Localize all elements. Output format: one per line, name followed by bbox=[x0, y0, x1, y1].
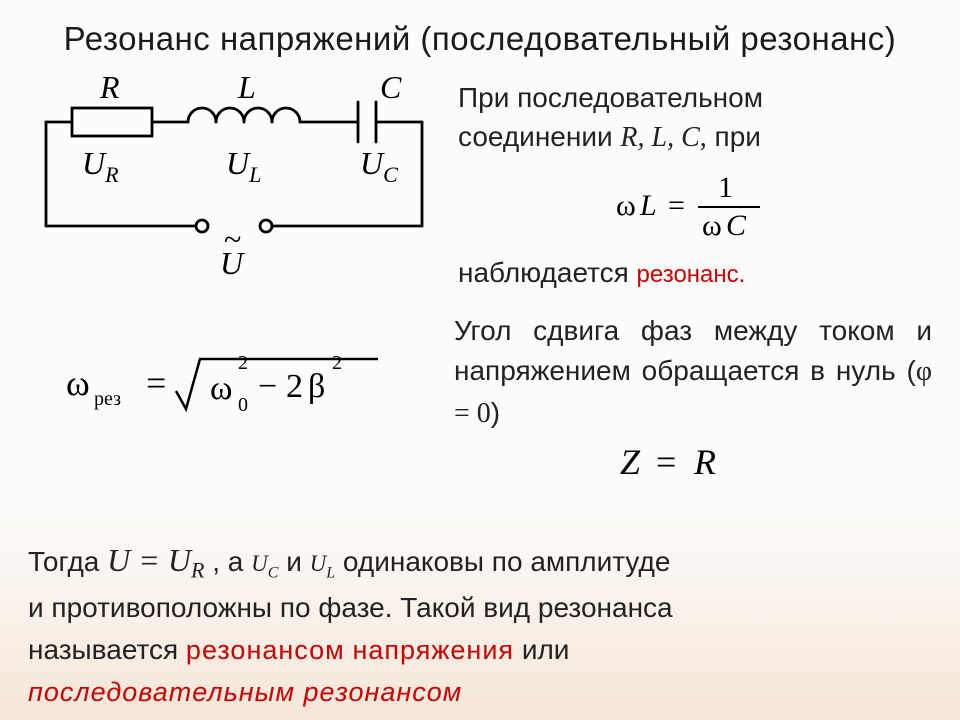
svg-text:2: 2 bbox=[238, 352, 248, 374]
svg-text:L: L bbox=[639, 189, 657, 222]
row-1: R L C UR UL UC ~ U При последовательном … bbox=[28, 74, 932, 293]
svg-text:1: 1 bbox=[718, 171, 733, 204]
svg-text:2: 2 bbox=[332, 352, 342, 374]
svg-text:=: = bbox=[146, 363, 166, 403]
b3-line2: и противоположны по фазе. Такой вид резо… bbox=[28, 587, 932, 629]
label-R: R bbox=[99, 74, 120, 105]
text-block-1: При последовательном соединении R, L, С,… bbox=[458, 74, 932, 293]
svg-text:=: = bbox=[668, 189, 685, 222]
svg-text:2: 2 bbox=[286, 368, 303, 405]
circuit-diagram: R L C UR UL UC ~ U bbox=[28, 74, 440, 288]
svg-text:ω: ω bbox=[66, 363, 90, 403]
label-U: U bbox=[220, 245, 245, 281]
formula-wL: ωL = 1 ωC bbox=[458, 171, 932, 241]
b3-line4: последовательным резонансом bbox=[28, 671, 932, 713]
b1-line2: соединении R, L, С, при bbox=[458, 117, 932, 157]
page-title: Резонанс напряжений (последовательный ре… bbox=[28, 20, 932, 58]
svg-text:Z: Z bbox=[620, 442, 641, 482]
svg-text:R: R bbox=[693, 442, 716, 482]
svg-text:рез: рез bbox=[94, 388, 121, 410]
word-resonance-2: резонансом bbox=[186, 635, 345, 665]
b1-line1: При последовательном bbox=[458, 78, 932, 117]
label-UL: UL bbox=[226, 145, 261, 187]
svg-text:β: β bbox=[308, 368, 325, 405]
svg-text:=: = bbox=[656, 442, 676, 482]
svg-text:ω: ω bbox=[702, 209, 722, 241]
svg-text:ω: ω bbox=[210, 370, 232, 407]
label-UC: UC bbox=[360, 145, 398, 187]
row-3: Тогда U = UR , а UC и UL одинаковы по ам… bbox=[28, 536, 932, 713]
b3-line3: называется резонансом напряжения или bbox=[28, 629, 932, 671]
b1-line3: наблюдается резонанс. bbox=[458, 253, 932, 292]
svg-text:−: − bbox=[258, 368, 277, 405]
b3-line1: Тогда U = UR , а UC и UL одинаковы по ам… bbox=[28, 536, 932, 587]
text-block-2: Угол сдвига фаз между током и напряжение… bbox=[454, 311, 932, 496]
formula-ZR: Z = R bbox=[454, 440, 932, 496]
svg-text:C: C bbox=[726, 209, 747, 241]
label-UR: UR bbox=[82, 145, 119, 187]
formula-omega-res: ω рез = ω 2 0 − 2 β 2 bbox=[28, 311, 428, 428]
word-voltage: напряжения bbox=[352, 635, 514, 665]
svg-text:0: 0 bbox=[238, 394, 248, 416]
row-2: ω рез = ω 2 0 − 2 β 2 Угол сдвига фаз ме… bbox=[28, 311, 932, 496]
label-C: C bbox=[380, 74, 402, 105]
word-resonance: резонанс. bbox=[637, 261, 746, 288]
svg-text:ω: ω bbox=[616, 189, 636, 222]
label-L: L bbox=[237, 74, 256, 105]
